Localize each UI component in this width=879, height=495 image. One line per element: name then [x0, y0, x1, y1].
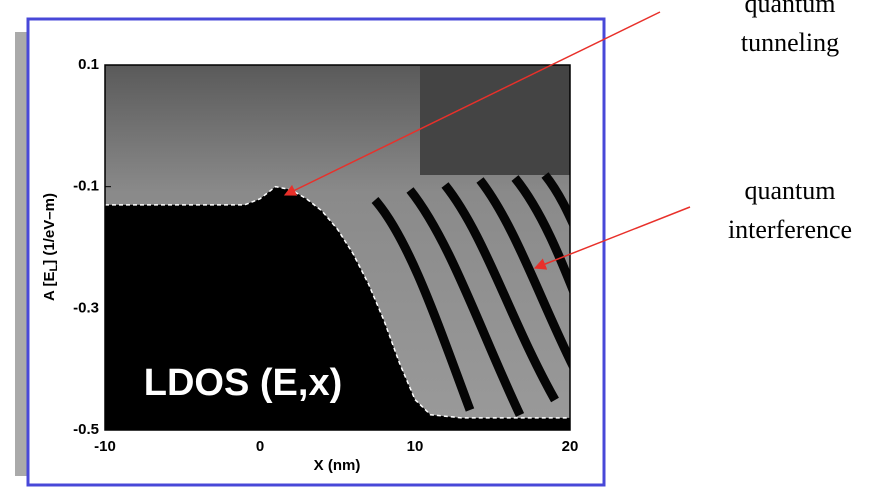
- y-tick-label: -0.5: [73, 421, 99, 438]
- annotation: interference: [728, 215, 852, 244]
- annotation: tunneling: [741, 28, 839, 57]
- inset-label: LDOS (E,x): [144, 362, 342, 404]
- y-label-suffix: ] (1/eV–m): [41, 193, 58, 265]
- annotation: quantum: [745, 0, 836, 18]
- x-axis-label: X (nm): [314, 457, 361, 474]
- y-tick-label: -0.1: [73, 178, 99, 195]
- y-axis-label: A [EL] (1/eV–m): [41, 193, 60, 301]
- slide: 0.1 -0.1 -0.3 -0.5-10 0 10 20 LDOS (E,x) X (nm…: [0, 0, 879, 490]
- y-label-prefix: A [E: [41, 271, 58, 300]
- y-tick-label: -0.3: [73, 299, 99, 316]
- heatmap-dark-region: [420, 65, 570, 175]
- annotation: quantum: [745, 176, 836, 205]
- x-tick-label: 0: [256, 438, 264, 455]
- y-tick-label: 0.1: [78, 56, 99, 73]
- x-tick-label: -10: [94, 438, 116, 455]
- x-tick-label: 10: [407, 438, 424, 455]
- x-tick-label: 20: [562, 438, 579, 455]
